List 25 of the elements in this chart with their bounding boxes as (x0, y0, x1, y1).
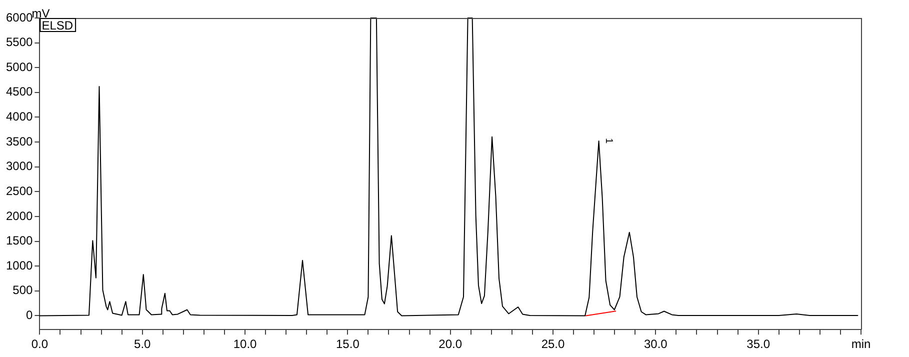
x-tick-label: min (851, 337, 871, 352)
y-tick-label: 500 (12, 283, 34, 298)
y-tick-label: 3000 (6, 159, 34, 174)
x-tick-label: 20.0 (438, 337, 462, 352)
x-tick-label: 10.0 (233, 337, 258, 352)
y-tick-label: 5500 (6, 35, 34, 50)
y-tick-label: 4000 (6, 110, 34, 124)
annotation: ELSD (42, 18, 74, 32)
annotation: 1 (603, 138, 614, 144)
x-tick-label: 5.0 (134, 337, 152, 352)
x-tick-label: 0.0 (31, 337, 48, 352)
y-axis-title: mV (32, 6, 50, 20)
y-tick-label: 0 (26, 308, 34, 322)
y-tick-label: 3500 (6, 134, 34, 148)
y-tick-label: 2500 (6, 184, 34, 198)
y-tick-label: 4500 (6, 84, 34, 99)
y-tick-label: 1500 (6, 234, 34, 248)
y-tick-label: 5000 (6, 60, 34, 74)
y-tick-label: 6000 (6, 10, 34, 24)
y-tick-label: 2000 (6, 208, 34, 223)
x-tick-label: 35.0 (746, 337, 770, 352)
y-tick-label: 1000 (6, 258, 34, 272)
x-tick-label: 30.0 (644, 337, 668, 352)
x-tick-label: 15.0 (336, 337, 360, 352)
x-tick-label: 25.0 (541, 337, 566, 352)
